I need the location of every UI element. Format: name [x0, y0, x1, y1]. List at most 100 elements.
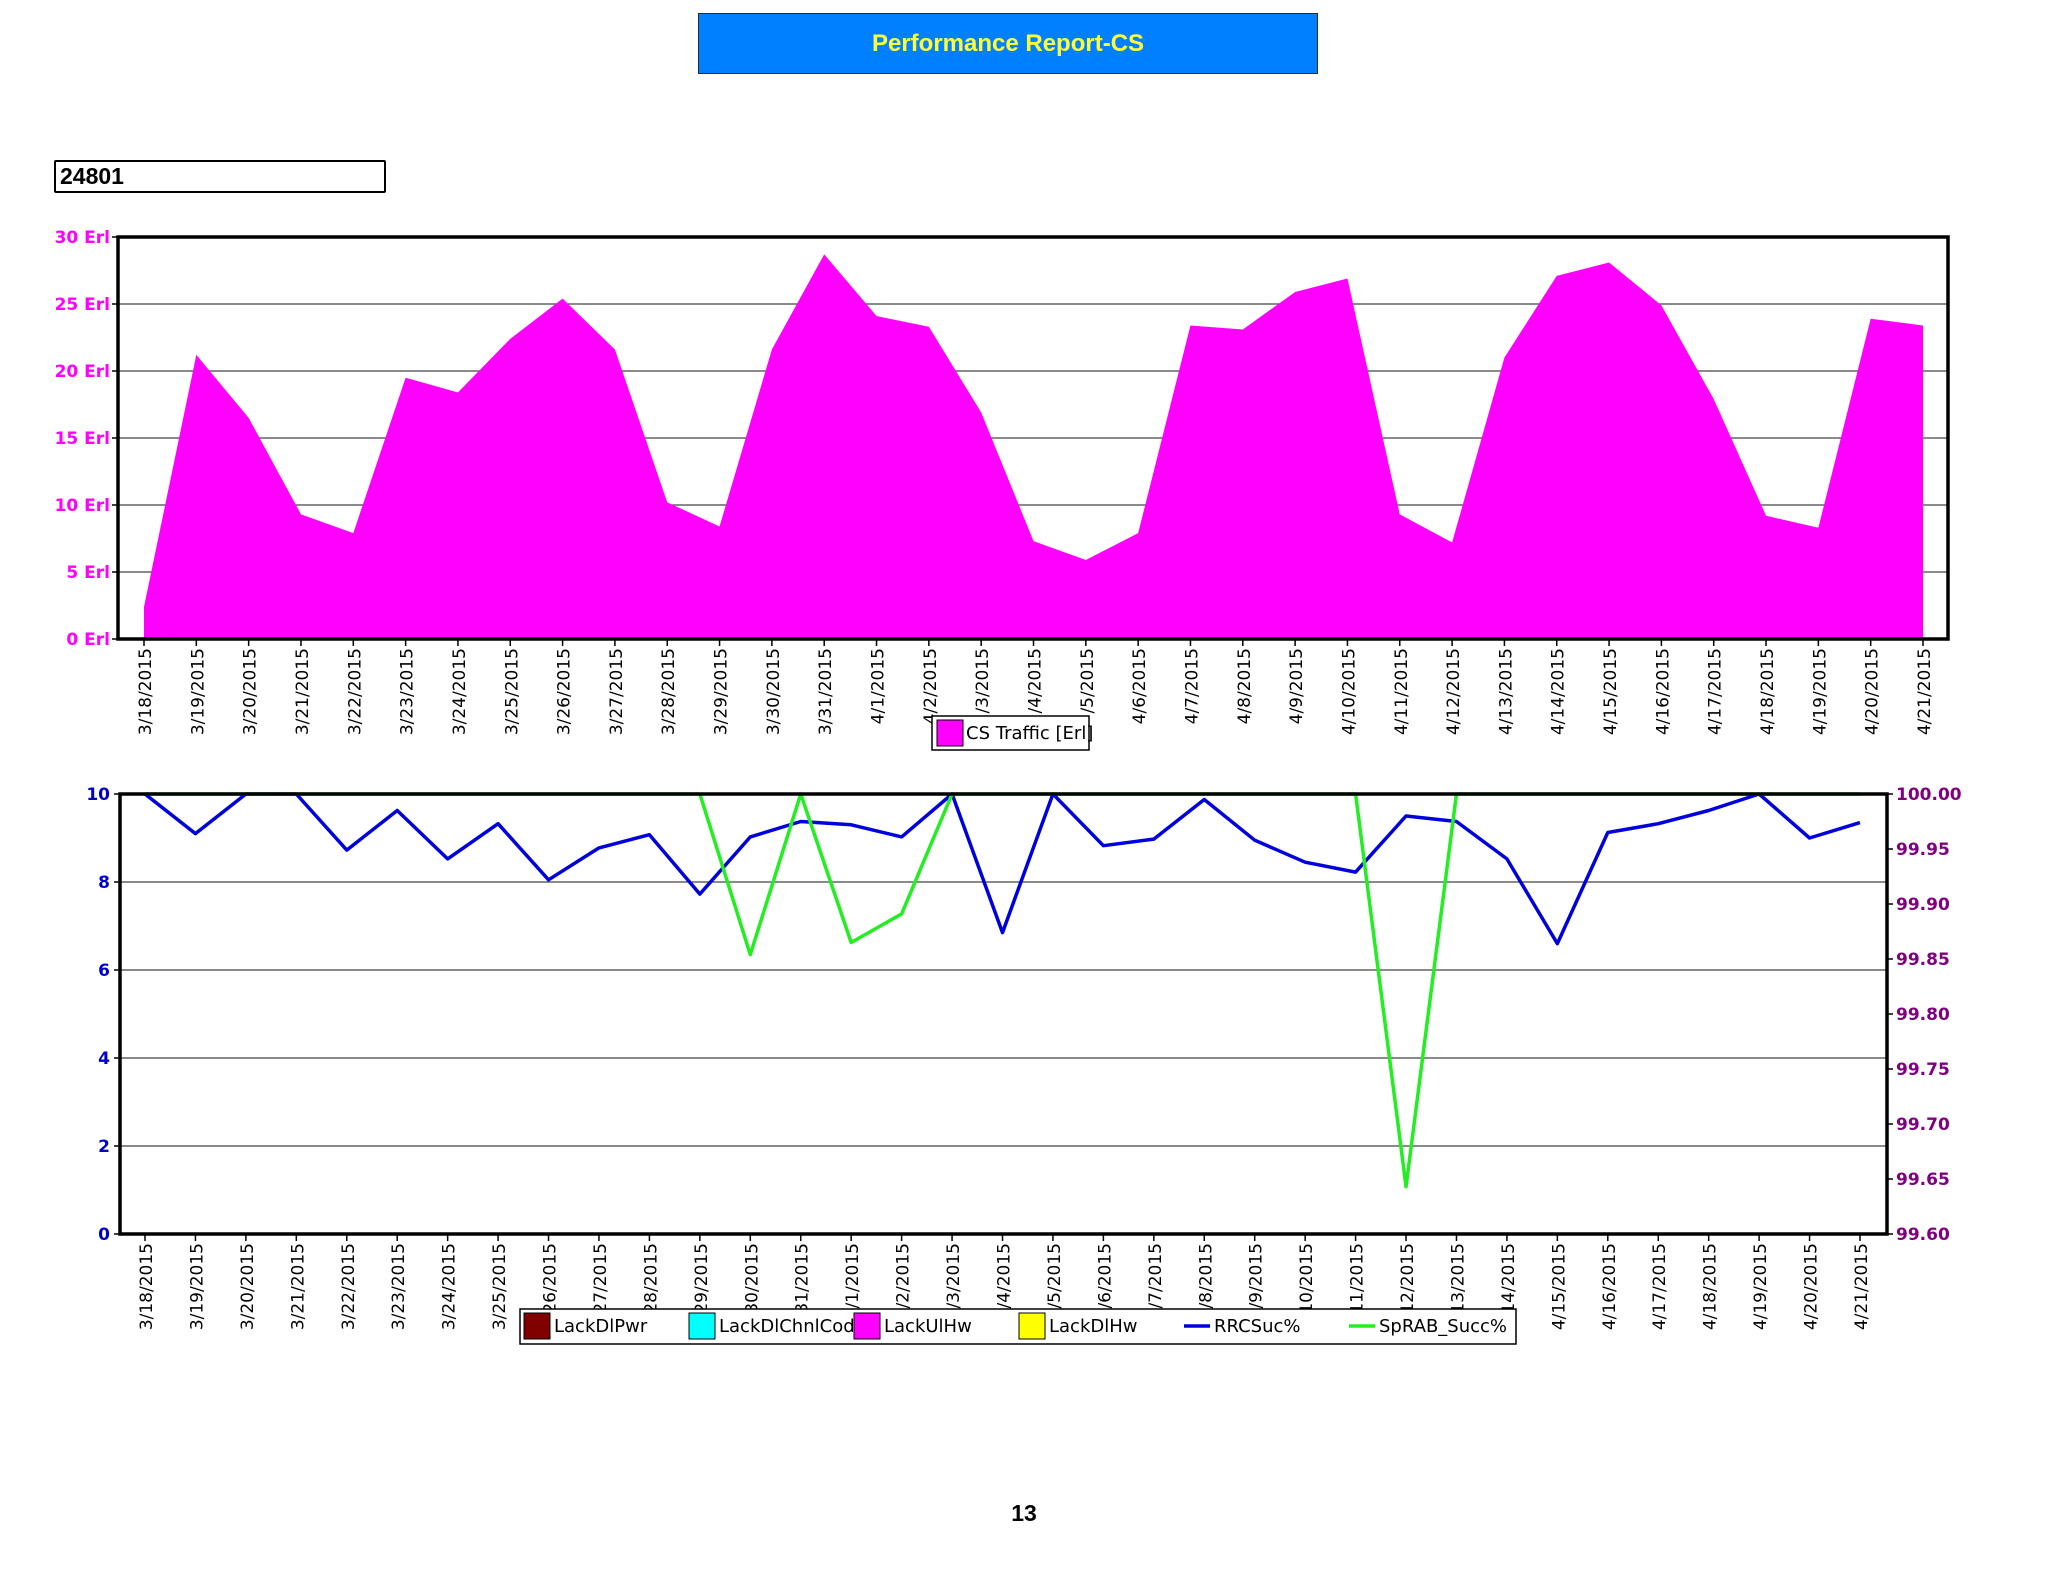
y-right-tick-label: 99.80 [1896, 1005, 1950, 1025]
x-tick-label: 4/15/2015 [1601, 648, 1621, 735]
x-tick-label: 3/20/2015 [238, 1243, 258, 1330]
y-right-tick-label: 99.65 [1896, 1170, 1950, 1190]
x-tick-label: 12/2015 [1398, 1243, 1418, 1314]
y-left-tick-label: 0 [98, 1225, 110, 1245]
x-tick-label: /2/2015 [894, 1243, 914, 1309]
series-line-rrcsuc- [143, 792, 1861, 946]
x-tick-label: /5/2015 [1045, 1243, 1065, 1309]
x-tick-label: 4/16/2015 [1600, 1243, 1620, 1330]
y-tick-label: 10 Erl [55, 496, 110, 516]
y-tick-label: 5 Erl [66, 563, 110, 583]
x-tick-label: 4/17/2015 [1706, 648, 1726, 735]
x-tick-label: 29/2015 [692, 1243, 712, 1314]
x-tick-label: /4/2015 [1026, 648, 1046, 714]
x-tick-label: /8/2015 [1196, 1243, 1216, 1309]
x-tick-label: 26/2015 [541, 1243, 561, 1314]
x-tick-label: 3/21/2015 [293, 648, 313, 735]
report-title: Performance Report-CS [698, 13, 1318, 74]
x-tick-label: 4/21/2015 [1852, 1243, 1872, 1330]
x-tick-label: 28/2015 [641, 1243, 661, 1314]
success-rate-chart: 0 2 4 6 8 10 99.60 99.65 99.70 99.75 99.80 99.85 99.… [86, 785, 1962, 1345]
x-tick-label: /9/2015 [1247, 1243, 1267, 1309]
x-tick-label: 4/18/2015 [1701, 1243, 1721, 1330]
x-tick-label: 3/24/2015 [440, 1243, 460, 1330]
x-tick-label: 3/31/2015 [816, 648, 836, 735]
y-left-tick-label: 10 [86, 785, 110, 805]
success-legend: LackDlPwr LackDlChnlCode LackUlHw LackDlHw R… [519, 1308, 1517, 1345]
y-right-tick-label: 99.75 [1896, 1060, 1950, 1080]
y-tick-label: 15 Erl [55, 429, 110, 449]
x-tick-label: 4/20/2015 [1802, 1243, 1822, 1330]
x-tick-label: 3/25/2015 [502, 648, 522, 735]
y-right-tick-label: 99.90 [1896, 895, 1950, 915]
cs-traffic-area [144, 254, 1923, 640]
y-left-tick-label: 2 [98, 1137, 110, 1157]
x-tick-label: 3/21/2015 [288, 1243, 308, 1330]
y-tick-label: 30 Erl [55, 228, 110, 248]
cell-id-box: 24801 [54, 160, 386, 193]
x-tick-label: 4/20/2015 [1863, 648, 1883, 735]
x-tick-label: 4/21/2015 [1915, 648, 1935, 735]
x-tick-label: 3/19/2015 [187, 1243, 207, 1330]
legend-label-lackdlchnlcode: LackDlChnlCode [719, 1316, 866, 1337]
x-tick-label: /5/2015 [1078, 648, 1098, 714]
x-tick-label: 4/6/2015 [1130, 648, 1150, 724]
x-tick-label: 4/13/2015 [1496, 648, 1516, 735]
x-tick-label: 3/23/2015 [389, 1243, 409, 1330]
x-tick-label: 3/22/2015 [339, 1243, 359, 1330]
x-tick-label: 4/19/2015 [1751, 1243, 1771, 1330]
x-tick-label: 3/18/2015 [136, 648, 156, 735]
cs-traffic-chart: 0 Erl 5 Erl 10 Erl 15 Erl 20 Erl 25 Erl 30 Erl… [55, 228, 1950, 751]
y-right-tick-label: 100.00 [1896, 785, 1962, 805]
x-tick-label: 3/18/2015 [137, 1243, 157, 1330]
legend-swatch-cs-traffic [936, 719, 964, 747]
x-tick-label: 27/2015 [591, 1243, 611, 1314]
x-tick-label: 3/23/2015 [398, 648, 418, 735]
traffic-legend: CS Traffic [Erl] [931, 715, 1093, 751]
x-tick-label: 31/2015 [793, 1243, 813, 1314]
x-tick-label: 4/14/2015 [1549, 648, 1569, 735]
x-tick-label: 11/2015 [1348, 1243, 1368, 1314]
x-tick-label: /1/2015 [843, 1243, 863, 1309]
y-tick-label: 20 Erl [55, 362, 110, 382]
x-tick-label: 3/22/2015 [345, 648, 365, 735]
y-left-tick-label: 4 [98, 1049, 110, 1069]
x-tick-label: /7/2015 [1146, 1243, 1166, 1309]
x-tick-label: 3/26/2015 [555, 648, 575, 735]
x-tick-label: /3/2015 [944, 1243, 964, 1309]
x-tick-label: 3/29/2015 [712, 648, 732, 735]
plot-frame [118, 792, 1889, 1236]
x-tick-label: 3/27/2015 [607, 648, 627, 735]
x-tick-label: 14/2015 [1499, 1243, 1519, 1314]
x-tick-label: 4/9/2015 [1287, 648, 1307, 724]
x-tick-label: 3/28/2015 [659, 648, 679, 735]
y-left-tick-label: 8 [98, 873, 110, 893]
x-tick-label: /4/2015 [995, 1243, 1015, 1309]
x-tick-label: 4/8/2015 [1235, 648, 1255, 724]
legend-label-sprab-succ-: SpRAB_Succ% [1379, 1316, 1507, 1337]
x-tick-label: 4/11/2015 [1392, 648, 1412, 735]
x-tick-label: 4/12/2015 [1444, 648, 1464, 735]
legend-label-lackdlhw: LackDlHw [1049, 1316, 1138, 1337]
x-tick-label: /6/2015 [1095, 1243, 1115, 1309]
plot-area [120, 794, 1887, 1234]
x-tick-label: 4/7/2015 [1182, 648, 1202, 724]
x-tick-label: 4/2/2015 [921, 648, 941, 724]
x-tick-label: 30/2015 [742, 1243, 762, 1314]
x-tick-label: 4/16/2015 [1653, 648, 1673, 735]
y-tick-label: 0 Erl [66, 630, 110, 650]
x-tick-label: 4/19/2015 [1810, 648, 1830, 735]
x-tick-label: 4/1/2015 [869, 648, 889, 724]
x-tick-label: 4/10/2015 [1339, 648, 1359, 735]
x-tick-label: /3/2015 [973, 648, 993, 714]
x-tick-label: 3/24/2015 [450, 648, 470, 735]
x-tick-label: 10/2015 [1297, 1243, 1317, 1314]
legend-swatch-lackdlhw [1018, 1312, 1046, 1340]
x-tick-label: 13/2015 [1448, 1243, 1468, 1314]
x-tick-label: 4/17/2015 [1650, 1243, 1670, 1330]
x-tick-label: 3/30/2015 [764, 648, 784, 735]
y-left-tick-label: 6 [98, 961, 110, 981]
y-tick-label: 25 Erl [55, 295, 110, 315]
legend-label-cs-traffic: CS Traffic [Erl] [966, 723, 1093, 744]
